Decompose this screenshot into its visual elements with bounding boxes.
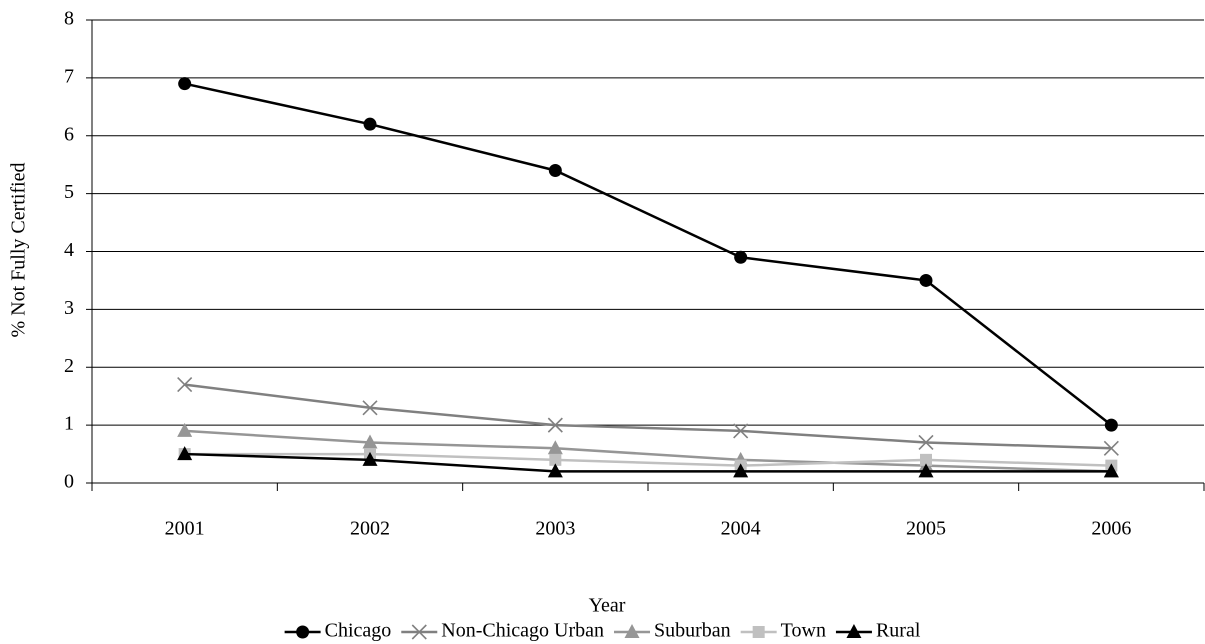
x-tick-label: 2002 — [350, 518, 390, 540]
marker — [733, 463, 749, 478]
marker — [624, 624, 640, 638]
marker — [177, 446, 193, 461]
series-line — [184, 429, 1112, 473]
y-tick-label: 7 — [64, 65, 74, 87]
y-axis-label: % Not Fully Certified — [8, 163, 30, 338]
marker — [1104, 418, 1118, 432]
marker — [177, 377, 193, 393]
marker — [918, 434, 934, 451]
x-axis-label: Year — [589, 595, 626, 617]
series-line — [184, 82, 1113, 427]
legend-label: Rural — [876, 620, 921, 642]
marker — [734, 250, 748, 264]
y-tick-label: 0 — [64, 471, 74, 493]
marker — [1103, 463, 1119, 478]
marker — [920, 453, 932, 466]
x-tick-label: 2004 — [721, 518, 761, 540]
legend-label: Suburban — [654, 620, 731, 642]
marker — [548, 163, 562, 177]
marker — [547, 417, 563, 433]
legend: Chicago Non-Chicago Urban Suburban Town Rura… — [284, 620, 921, 642]
x-tick-label: 2005 — [906, 518, 946, 540]
x-tick-label: 2001 — [165, 518, 205, 540]
y-tick-label: 8 — [64, 8, 74, 30]
y-tick-label: 2 — [64, 355, 74, 377]
y-tick-label: 6 — [64, 123, 74, 145]
series-line — [184, 383, 1112, 450]
marker — [547, 463, 563, 478]
marker — [919, 273, 933, 287]
y-tick-label: 4 — [64, 239, 74, 261]
marker — [296, 625, 310, 639]
series-line — [184, 452, 1112, 473]
y-tick-label: 1 — [64, 413, 74, 435]
marker — [178, 77, 192, 91]
marker — [362, 451, 378, 466]
y-tick-label: 3 — [64, 297, 74, 319]
marker — [177, 422, 193, 437]
series-line — [184, 452, 1112, 467]
marker — [918, 463, 934, 478]
marker — [411, 624, 427, 640]
marker — [362, 400, 378, 416]
marker — [549, 453, 562, 466]
legend-label: Town — [781, 620, 826, 642]
marker — [846, 624, 862, 638]
marker — [363, 117, 377, 131]
marker — [362, 434, 378, 449]
x-tick-label: 2006 — [1091, 518, 1131, 540]
marker — [547, 440, 563, 455]
y-tick-label: 5 — [64, 181, 74, 203]
legend-label: Non-Chicago Urban — [441, 620, 604, 642]
marker — [733, 423, 749, 439]
marker — [752, 626, 765, 638]
legend-label: Chicago — [325, 620, 392, 642]
marker — [1103, 440, 1119, 456]
x-tick-label: 2003 — [535, 518, 575, 540]
